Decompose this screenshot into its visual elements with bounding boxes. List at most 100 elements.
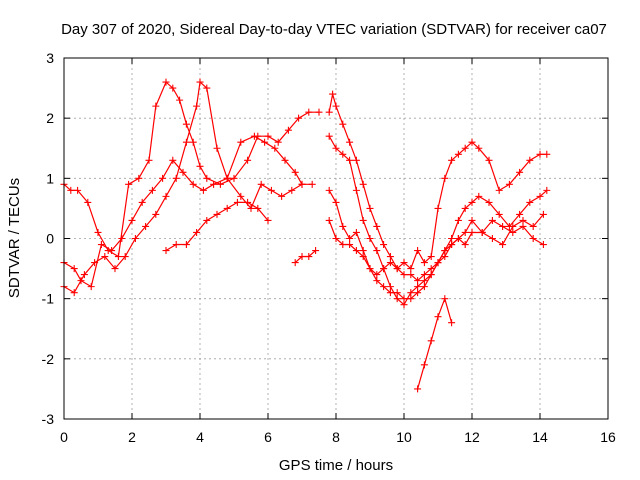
data-point	[142, 222, 150, 230]
data-point	[505, 180, 513, 188]
x-tick-label: 6	[264, 429, 272, 445]
data-point	[193, 102, 201, 110]
data-point	[196, 162, 204, 170]
data-point	[84, 198, 92, 206]
data-point	[359, 253, 367, 261]
data-point	[329, 90, 337, 98]
data-point	[427, 337, 435, 345]
data-point	[244, 156, 252, 164]
data-point	[298, 180, 306, 188]
data-point	[67, 186, 75, 194]
data-point	[461, 204, 469, 212]
series-4	[162, 198, 272, 255]
data-point	[162, 78, 170, 86]
data-point	[441, 295, 449, 303]
y-tick-label: 0	[46, 231, 54, 247]
data-point	[468, 228, 476, 236]
data-point	[182, 241, 190, 249]
data-point	[478, 228, 486, 236]
data-point	[104, 247, 112, 255]
chart-title: Day 307 of 2020, Sidereal Day-to-day VTE…	[61, 21, 607, 38]
data-point	[325, 108, 333, 116]
data-point	[526, 156, 534, 164]
data-point	[257, 180, 265, 188]
data-point	[298, 253, 306, 261]
data-point	[539, 241, 547, 249]
y-tick-label: -2	[42, 351, 55, 367]
data-point	[420, 271, 428, 279]
data-point	[499, 222, 507, 230]
data-point	[264, 216, 272, 224]
data-point	[420, 361, 428, 369]
data-point	[529, 222, 537, 230]
data-point	[203, 216, 211, 224]
data-point	[172, 241, 180, 249]
data-point	[284, 126, 292, 134]
data-point	[223, 204, 231, 212]
data-point	[199, 186, 207, 194]
data-point	[152, 102, 160, 110]
data-point	[366, 235, 374, 242]
data-point	[189, 138, 197, 146]
data-point	[536, 192, 544, 200]
data-point	[414, 247, 422, 255]
data-point	[468, 216, 476, 224]
series-trace	[417, 296, 453, 390]
data-point	[325, 132, 333, 140]
data-point	[346, 241, 354, 249]
data-point	[128, 216, 136, 224]
series-7	[325, 132, 551, 309]
data-point	[407, 271, 415, 279]
series-9	[325, 216, 547, 285]
data-point	[182, 138, 190, 146]
data-point	[434, 313, 442, 321]
data-point	[254, 204, 262, 212]
data-point	[359, 216, 367, 224]
data-point	[176, 96, 184, 104]
data-point	[420, 259, 428, 267]
data-point	[434, 259, 442, 267]
data-point	[346, 138, 354, 146]
data-point	[87, 283, 95, 291]
data-point	[189, 180, 197, 188]
data-point	[420, 277, 428, 285]
data-point	[80, 271, 88, 279]
data-point	[182, 120, 190, 128]
data-point	[305, 253, 313, 261]
data-point	[244, 198, 252, 206]
data-point	[74, 186, 82, 194]
series-trace	[63, 81, 319, 258]
data-point	[148, 186, 156, 194]
data-point	[427, 253, 435, 261]
data-point	[288, 186, 296, 194]
data-point	[138, 198, 146, 206]
x-tick-label: 16	[600, 429, 616, 445]
data-point	[291, 259, 299, 267]
data-point	[159, 174, 167, 182]
data-point	[509, 228, 517, 236]
y-tick-label: -1	[42, 291, 55, 307]
data-point	[223, 174, 231, 182]
data-point	[196, 78, 204, 86]
series-trace	[63, 80, 313, 294]
data-point	[434, 204, 442, 212]
data-point	[468, 138, 476, 146]
data-point	[488, 235, 496, 242]
data-point	[543, 150, 551, 158]
data-point	[519, 222, 527, 230]
data-point	[373, 222, 381, 230]
data-point	[281, 156, 289, 164]
data-point	[332, 102, 340, 110]
data-point	[485, 198, 493, 206]
data-point	[267, 186, 275, 194]
data-point	[454, 235, 462, 242]
data-point	[70, 265, 78, 273]
data-point	[152, 210, 160, 218]
x-tick-label: 14	[532, 429, 548, 445]
data-point	[169, 84, 177, 92]
data-point	[427, 265, 435, 273]
data-point	[519, 216, 527, 224]
data-point	[454, 150, 462, 158]
data-point	[516, 168, 524, 176]
